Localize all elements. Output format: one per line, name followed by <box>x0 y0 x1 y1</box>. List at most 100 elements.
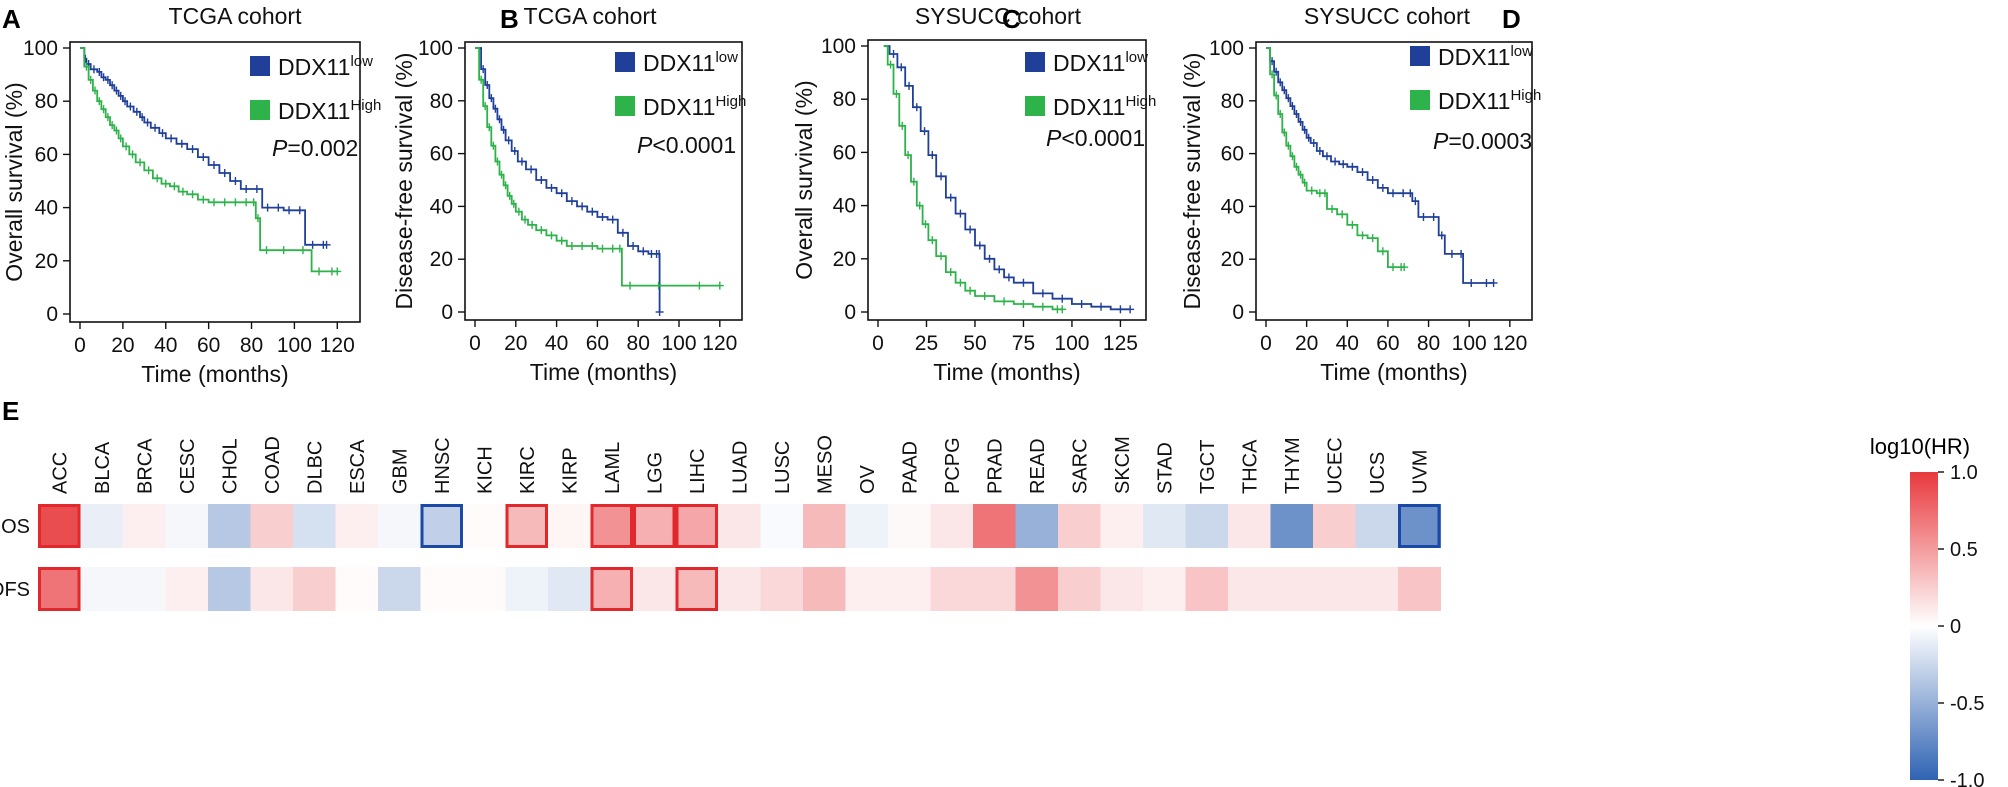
legend-label-base: DDX11 <box>1053 50 1125 76</box>
x-tick-label: 60 <box>1376 332 1399 355</box>
legend-label-sup: High <box>1125 93 1156 110</box>
heatmap-cell <box>463 567 506 611</box>
y-tick-label: 0 <box>844 301 856 324</box>
heatmap-column-label: KIRP <box>559 447 581 494</box>
heatmap-cell <box>250 504 294 548</box>
legend-label-base: DDX11 <box>643 50 715 76</box>
y-tick-label: 80 <box>35 90 58 113</box>
x-tick-label: 0 <box>1260 332 1272 355</box>
heatmap-cell <box>80 567 124 611</box>
colorbar: log10(HR) 1.0 0.5 0 -0.5 -1.0 <box>1870 434 1985 787</box>
legend-label-low: DDX11low <box>278 53 373 80</box>
heatmap-column-label: LUAD <box>729 441 751 494</box>
heatmap-cell <box>1355 567 1399 611</box>
legend-swatch-high <box>1025 96 1045 116</box>
heatmap-column-label: LIHC <box>687 448 709 494</box>
legend-label-low: DDX11low <box>1438 43 1533 70</box>
heatmap-column-label: STAD <box>1154 442 1176 494</box>
x-tick-label: 120 <box>1492 332 1527 355</box>
plot-frame <box>867 39 1147 321</box>
heatmap-cell <box>1313 567 1356 611</box>
colorbar-tick-label: -0.5 <box>1950 693 1984 715</box>
heatmap-cell <box>803 567 846 611</box>
heatmap-cell <box>335 504 379 548</box>
x-tick-label: 100 <box>1452 332 1487 355</box>
x-tick-label: 0 <box>74 334 86 357</box>
km-panel-b: TCGA cohort 0 20 40 60 80 100 120 0 20 40 60 80 100 Ti… <box>391 3 746 385</box>
significance-box <box>590 567 633 611</box>
legend-label-sup: low <box>350 53 373 70</box>
x-tick-label: 40 <box>545 332 568 355</box>
heatmap-cell <box>1185 567 1229 611</box>
legend-label-sup: High <box>715 93 746 110</box>
y-tick-label: 0 <box>441 301 453 324</box>
heatmap-cell <box>208 567 251 611</box>
heatmap-cell <box>505 504 549 548</box>
heatmap-column-label: HNSC <box>432 437 454 494</box>
heatmap-column-label: TGCT <box>1197 440 1219 494</box>
heatmap-cell <box>293 567 336 611</box>
survival-curve-high <box>883 45 1063 311</box>
heatmap-cell <box>1228 567 1271 611</box>
heatmap-cell <box>1100 567 1144 611</box>
panel-letter-e: E <box>2 396 19 426</box>
legend-label-high: DDX11High <box>1053 93 1156 120</box>
legend-swatch-low <box>615 52 635 72</box>
y-axis-label: Disease-free survival (%) <box>1179 53 1205 310</box>
p-value: P=0.002 <box>272 135 358 161</box>
heatmap-column-label: DLBC <box>304 441 326 494</box>
legend-label-sup: low <box>715 49 738 66</box>
heatmap-column-label: BLCA <box>92 441 114 494</box>
legend-label-base: DDX11 <box>1053 94 1125 120</box>
heatmap-cell <box>803 504 846 548</box>
legend-label-base: DDX11 <box>1438 44 1510 70</box>
heatmap-cell <box>633 567 676 611</box>
y-tick-label: 80 <box>430 90 453 113</box>
survival-curve-low <box>1266 47 1494 284</box>
survival-curve-low <box>80 47 327 246</box>
panel-letter-a: A <box>2 4 21 34</box>
p-value-text: <0.0001 <box>652 132 736 158</box>
panel-letter-c: C <box>1002 4 1021 34</box>
significance-box <box>675 504 718 548</box>
y-tick-label: 0 <box>46 303 58 326</box>
heatmap-column-label: GBM <box>389 448 411 494</box>
legend-label-base: DDX11 <box>278 54 350 80</box>
y-axis-label: Overall survival (%) <box>791 80 817 279</box>
heatmap-column-label: UVM <box>1409 450 1431 494</box>
heatmap-cell <box>38 504 81 548</box>
heatmap-column-label: CHOL <box>219 438 241 494</box>
x-axis-label: Time (months) <box>530 359 677 385</box>
p-value-text: <0.0001 <box>1061 125 1145 151</box>
heatmap-column-label: THCA <box>1239 439 1261 494</box>
colorbar-tick-label: 0 <box>1950 616 1961 638</box>
significance-box <box>38 567 81 611</box>
x-tick-label: 125 <box>1103 332 1138 355</box>
x-tick-label: 0 <box>469 332 481 355</box>
survival-curve-low <box>883 45 1131 311</box>
heatmap-cell <box>845 504 889 548</box>
heatmap-cell <box>505 567 549 611</box>
colorbar-tick-label: -1.0 <box>1950 770 1984 787</box>
heatmap-column-label: THYM <box>1282 437 1304 494</box>
colorbar-tick-label: 0.5 <box>1950 539 1978 561</box>
heatmap-cell <box>633 504 676 548</box>
x-tick-label: 60 <box>197 334 220 357</box>
x-tick-label: 25 <box>915 332 938 355</box>
y-tick-label: 0 <box>1232 301 1244 324</box>
heatmap-cell <box>845 567 889 611</box>
y-tick-label: 60 <box>1221 143 1244 166</box>
heatmap-cell <box>1398 567 1441 611</box>
heatmap-cell <box>590 504 634 548</box>
heatmap-column-label: LUSC <box>772 441 794 494</box>
heatmap-column-label: UCS <box>1367 452 1389 494</box>
y-tick-label: 80 <box>833 88 856 111</box>
heatmap-cell <box>80 504 124 548</box>
chart-title: SYSUCC cohort <box>915 3 1082 29</box>
p-value-label: P <box>272 135 288 161</box>
p-value-label: P <box>1433 128 1449 154</box>
x-tick-label: 100 <box>661 332 696 355</box>
heatmap-cell <box>165 567 209 611</box>
significance-box <box>590 504 633 548</box>
